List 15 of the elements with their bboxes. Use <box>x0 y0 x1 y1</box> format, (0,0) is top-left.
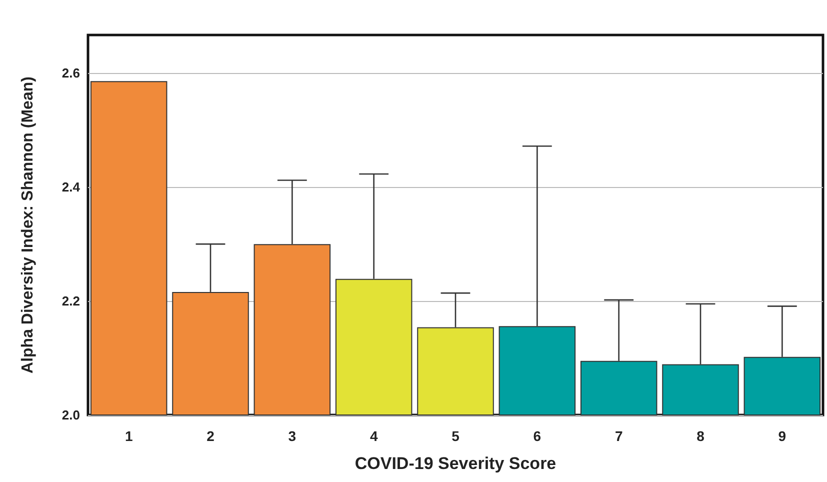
y-tick-label: 2.6 <box>62 66 80 81</box>
x-tick-label: 8 <box>696 428 705 444</box>
y-tick-label: 2.2 <box>62 294 80 309</box>
x-tick-label: 9 <box>778 428 786 444</box>
x-tick-label: 2 <box>206 428 215 444</box>
x-tick-label: 3 <box>288 428 296 444</box>
x-tick-label: 1 <box>124 428 133 444</box>
x-tick-label: 4 <box>370 428 378 444</box>
x-tick-label: 6 <box>533 428 542 444</box>
y-tick-label: 2.4 <box>62 180 81 195</box>
x-axis-title: COVID-19 Severity Score <box>354 454 556 473</box>
y-tick-label: 2.0 <box>62 408 80 422</box>
x-tick-label: 5 <box>452 428 460 444</box>
x-tick-label: 7 <box>614 428 623 444</box>
y-axis-title: Alpha Diversity Index: Shannon (Mean) <box>20 76 36 374</box>
